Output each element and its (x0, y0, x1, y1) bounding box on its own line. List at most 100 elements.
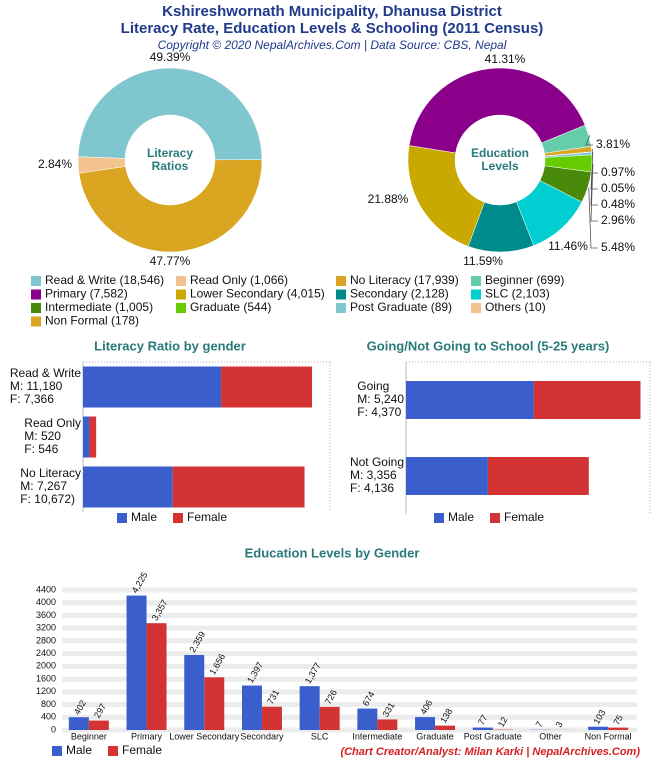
chart-title: Going/Not Going to School (5-25 years) (367, 338, 610, 353)
x-tick-label: Lower Secondary (169, 731, 240, 741)
legend-swatch (336, 289, 346, 300)
bar-segment (406, 381, 534, 419)
value-label: 0.05% (601, 181, 635, 195)
pie-slice (78, 159, 263, 253)
legend-swatch (434, 513, 444, 523)
bar (204, 677, 225, 730)
bar-segment (89, 416, 97, 458)
leader-line (588, 187, 598, 249)
value-label: 0.97% (601, 165, 635, 179)
bar-segment (83, 416, 90, 458)
y-tick-label: 2000 (36, 661, 56, 671)
pie-slice (408, 67, 586, 154)
value-label: 49.39% (150, 50, 191, 64)
value-label: 5.48% (601, 240, 635, 254)
legend-swatch (31, 303, 41, 313)
value-label: 2.96% (601, 213, 635, 227)
x-tick-label: SLC (311, 731, 329, 741)
bar (88, 720, 109, 730)
x-tick-label: Secondary (240, 731, 284, 741)
x-tick-label: Beginner (71, 731, 107, 741)
bar (588, 726, 609, 730)
value-label: 3 (554, 720, 565, 729)
value-label: 75 (611, 713, 625, 727)
category-label-line: Read & Write (10, 366, 81, 380)
center-label: Ratios (152, 159, 189, 173)
category-label-line: F: 7,366 (10, 392, 54, 406)
legend-label: Intermediate (1,005) (45, 300, 153, 314)
value-label: 21.88% (368, 192, 409, 206)
legend-label: Non Formal (178) (45, 314, 139, 328)
y-tick-label: 4400 (36, 584, 56, 594)
value-label: 77 (476, 713, 490, 727)
value-label: 3.81% (596, 137, 630, 151)
category-label-line: Going (357, 379, 389, 393)
category-label-line: M: 5,240 (357, 392, 404, 406)
bar-segment (83, 366, 222, 408)
legend-swatch (173, 513, 183, 523)
y-tick-label: 800 (41, 699, 56, 709)
value-label: 0.48% (601, 197, 635, 211)
bar-segment (221, 366, 313, 408)
legend-label: Graduate (544) (190, 300, 271, 314)
bar (261, 706, 282, 730)
legend-label: Others (10) (485, 300, 546, 314)
legend-swatch (176, 303, 186, 313)
legend-label: Male (131, 510, 157, 524)
legend-label: Female (187, 510, 227, 524)
category-label-line: M: 520 (24, 429, 61, 443)
bar (241, 685, 262, 730)
y-tick-label: 1200 (36, 686, 56, 696)
x-tick-label: Non Formal (585, 731, 632, 741)
category-label-line: F: 4,136 (350, 481, 394, 495)
legend-label: Read Only (1,066) (190, 273, 288, 287)
legend-swatch (336, 276, 346, 286)
y-tick-label: 400 (41, 712, 56, 722)
legend-swatch (176, 289, 186, 300)
category-label-line: F: 10,672) (20, 492, 75, 506)
legend-swatch (108, 746, 118, 756)
legend-label: Female (122, 743, 162, 757)
x-tick-label: Intermediate (352, 731, 402, 741)
source: Copyright © 2020 NepalArchives.Com | Dat… (158, 38, 507, 52)
x-tick-label: Primary (131, 731, 162, 741)
legend-label: Post Graduate (89) (350, 300, 452, 314)
legend-swatch (31, 316, 41, 327)
center-label: Literacy (147, 146, 193, 160)
legend-label: Female (504, 510, 544, 524)
bar (319, 706, 340, 730)
value-label: 11.46% (548, 239, 588, 253)
legend-label: SLC (2,103) (485, 287, 550, 301)
category-label-line: F: 4,370 (357, 405, 401, 419)
x-tick-label: Graduate (416, 731, 454, 741)
pie-slice (407, 145, 485, 247)
bar (68, 717, 89, 730)
bar (415, 717, 436, 730)
leader-line (590, 163, 598, 222)
legend-swatch (471, 289, 481, 300)
bar-segment (172, 466, 305, 508)
bar-segment (83, 466, 173, 508)
value-label: 103 (591, 708, 607, 726)
bar (126, 595, 147, 730)
value-label: 406 (418, 698, 434, 716)
bar (357, 708, 378, 730)
legend-swatch (31, 276, 41, 286)
value-label: 41.31% (485, 52, 526, 66)
legend-swatch (471, 303, 481, 313)
y-tick-label: 0 (51, 724, 56, 734)
legend-label: Lower Secondary (4,015) (190, 287, 325, 301)
value-label: 138 (438, 707, 454, 725)
value-label: 7 (534, 720, 545, 729)
legend-label: Secondary (2,128) (350, 287, 449, 301)
legend-swatch (117, 513, 127, 523)
bar-segment (487, 457, 589, 495)
legend-label: Primary (7,582) (45, 287, 128, 301)
legend-swatch (490, 513, 500, 523)
value-label: 402 (72, 698, 88, 716)
legend-label: No Literacy (17,939) (350, 273, 459, 287)
